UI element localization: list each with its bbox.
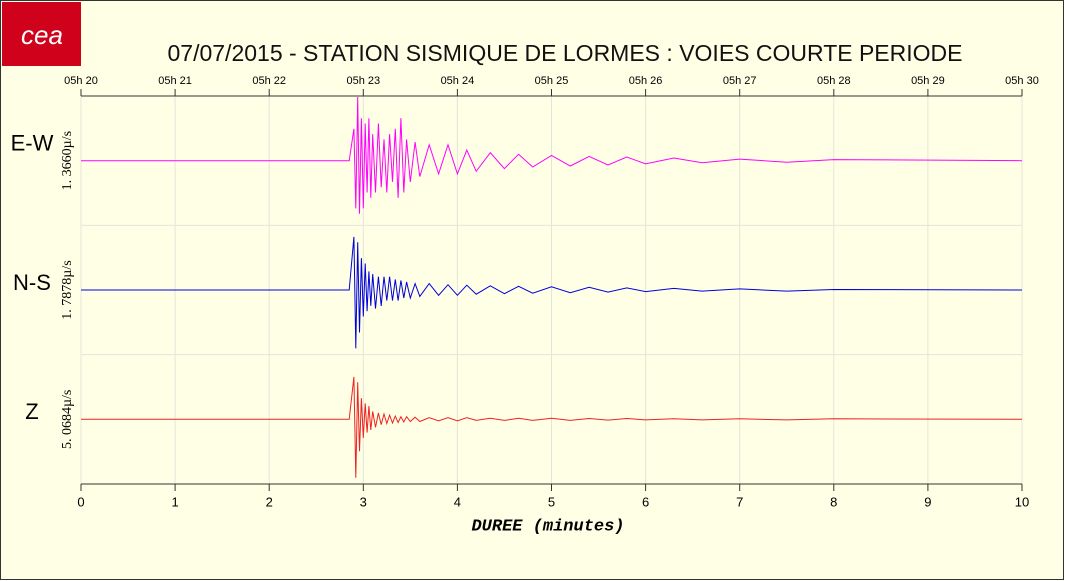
x-tick-label: 0 xyxy=(77,494,84,509)
chart-title: 07/07/2015 - STATION SISMIQUE DE LORMES … xyxy=(168,40,963,66)
x2-tick-label: 05h 20 xyxy=(64,75,98,87)
channel-label: E-W xyxy=(11,130,54,155)
channel-label: Z xyxy=(25,399,38,424)
x2-tick-label: 05h 27 xyxy=(723,75,757,87)
x-tick-label: 4 xyxy=(454,494,461,509)
x-tick-label: 5 xyxy=(548,494,555,509)
x2-tick-label: 05h 28 xyxy=(817,75,851,87)
x-tick-label: 2 xyxy=(266,494,273,509)
x-tick-label: 6 xyxy=(642,494,649,509)
x2-tick-label: 05h 25 xyxy=(535,75,569,87)
scale-label: 1. 3660µ/s xyxy=(60,131,75,190)
x2-tick-label: 05h 22 xyxy=(252,75,286,87)
x-tick-label: 9 xyxy=(924,494,931,509)
x-axis-label: DUREE (minutes) xyxy=(471,517,624,536)
trace xyxy=(81,376,1023,478)
trace xyxy=(81,236,1023,349)
scale-label: 5. 0684µ/s xyxy=(60,390,75,449)
channel-label: N-S xyxy=(13,270,51,295)
x2-tick-label: 05h 21 xyxy=(158,75,192,87)
logo-box xyxy=(2,2,81,66)
x-tick-label: 8 xyxy=(830,494,837,509)
scale-label: 1. 7878µ/s xyxy=(60,260,75,319)
x2-tick-label: 05h 24 xyxy=(441,75,475,87)
x-tick-label: 3 xyxy=(360,494,367,509)
logo: cea xyxy=(21,20,63,50)
x-tick-label: 7 xyxy=(736,494,743,509)
x-tick-label: 1 xyxy=(171,494,178,509)
trace xyxy=(81,96,1023,214)
x2-tick-label: 05h 29 xyxy=(911,75,945,87)
x2-tick-label: 05h 26 xyxy=(629,75,663,87)
x-tick-label: 10 xyxy=(1015,494,1029,509)
x2-tick-label: 05h 23 xyxy=(346,75,380,87)
x2-tick-label: 05h 30 xyxy=(1005,75,1039,87)
